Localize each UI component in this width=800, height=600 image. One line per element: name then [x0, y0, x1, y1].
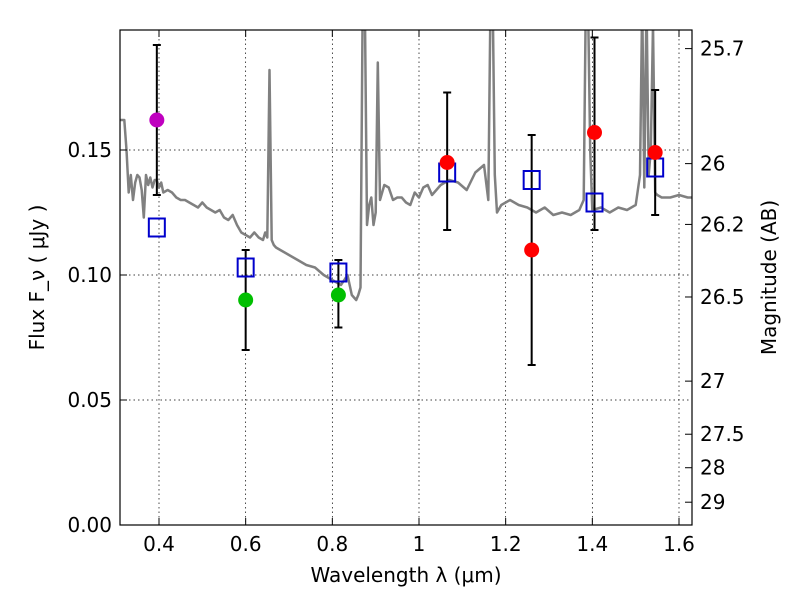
right-tick-label: 27.5 — [700, 422, 745, 446]
y-tick-label: 0.10 — [67, 263, 112, 287]
observed-point — [330, 287, 346, 303]
model-photometry-squares — [147, 157, 665, 283]
x-tick-label: 0.4 — [143, 532, 175, 556]
x-axis-label: Wavelength λ (μm) — [310, 563, 501, 587]
observed-points — [149, 112, 663, 308]
right-tick-label: 26.2 — [700, 212, 745, 236]
observed-point — [238, 292, 254, 308]
right-tick-label: 29 — [700, 490, 725, 514]
right-tick-label: 26 — [700, 152, 725, 176]
observed-point — [524, 242, 540, 258]
y-axis-ticks: 0.00 0.05 0.10 0.15 — [67, 138, 127, 537]
right-tick-label: 27 — [700, 369, 725, 393]
right-axis-ticks: 25.7 26 26.2 26.5 27 27.5 28 29 — [685, 37, 745, 514]
observed-point — [149, 112, 165, 128]
plot-frame — [119, 29, 693, 526]
right-axis-label: Magnitude (AB) — [757, 200, 781, 355]
model-spectrum-line — [120, 30, 692, 302]
x-tick-label: 1 — [413, 532, 426, 556]
observed-point — [439, 155, 455, 170]
y-tick-label: 0.05 — [67, 388, 112, 412]
model-photometry-square — [147, 217, 166, 238]
right-tick-label: 28 — [700, 456, 725, 480]
model-photometry-square — [522, 170, 541, 190]
right-tick-label: 25.7 — [700, 37, 745, 61]
observed-point — [587, 125, 602, 140]
model-photometry-square — [329, 262, 348, 283]
x-tick-label: 1.6 — [663, 532, 695, 556]
x-tick-label: 0.8 — [316, 532, 348, 556]
right-tick-label: 26.5 — [700, 285, 745, 309]
x-axis-ticks: 0.4 0.6 0.8 1 1.2 1.4 1.6 — [143, 30, 695, 556]
model-photometry-square — [236, 257, 255, 278]
y-axis-label: Flux F_ν ( μJy ) — [25, 205, 49, 351]
observed-point — [647, 145, 663, 160]
x-tick-label: 1.4 — [576, 532, 608, 556]
x-tick-label: 0.6 — [230, 532, 262, 556]
model-spectrum-layer — [120, 30, 692, 302]
x-tick-label: 1.2 — [490, 532, 522, 556]
y-tick-label: 0.00 — [67, 513, 112, 537]
grid-lines — [120, 30, 692, 525]
y-tick-label: 0.15 — [67, 138, 112, 162]
model-photometry-square — [585, 192, 604, 213]
